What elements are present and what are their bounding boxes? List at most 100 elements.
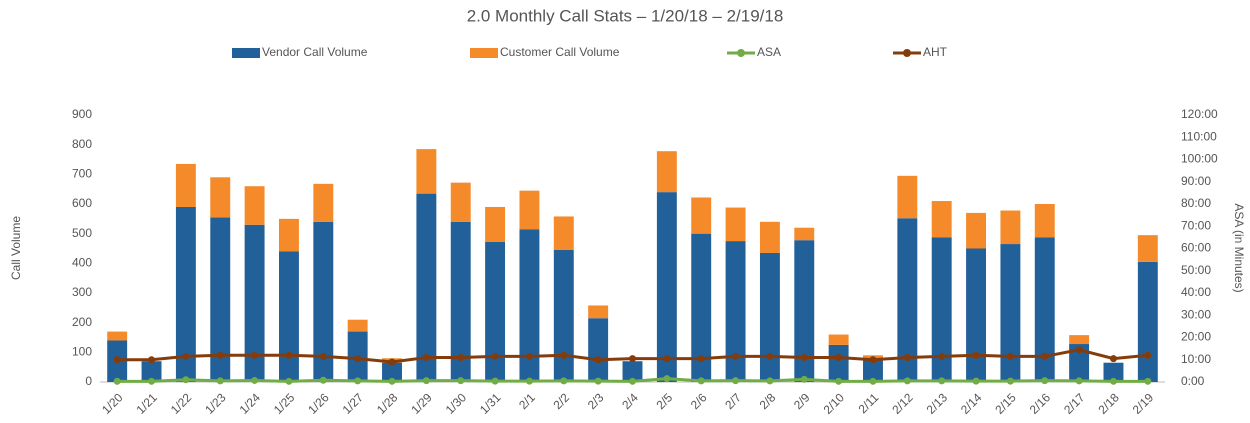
bar [553,249,574,382]
marker [319,352,327,360]
marker [594,356,602,364]
marker [732,352,740,360]
marker [903,377,911,385]
bar [588,318,609,382]
marker [491,352,499,360]
marker [216,351,224,359]
y-tick-label: 800 [72,137,92,151]
x-tick-label: 1/20 [99,390,126,417]
marker [388,358,396,366]
bar [759,252,780,382]
y2-tick-label: 40:00 [1181,285,1211,299]
x-tick-label: 2/4 [619,390,641,412]
x-tick-label: 2/5 [654,390,676,412]
bar [107,331,128,341]
bar [347,319,368,332]
bar [966,212,987,249]
bar [725,207,746,242]
x-tick-label: 2/18 [1095,390,1122,417]
marker [457,377,465,385]
bar [759,221,780,253]
y2-axis-label: ASA (in Minutes) [1232,203,1246,292]
legend-label: Vendor Call Volume [262,45,368,59]
marker [457,354,465,362]
x-tick-label: 2/16 [1027,390,1054,417]
bar [828,334,849,345]
bar [863,359,883,382]
bar [278,251,299,382]
y-tick-label: 200 [72,315,92,329]
marker [525,352,533,360]
marker [697,355,705,363]
marker [491,377,499,385]
bar [382,362,402,382]
x-tick-label: 2/19 [1130,390,1157,417]
x-tick-label: 1/21 [133,390,160,417]
bar [725,241,746,382]
y-tick-label: 300 [72,285,92,299]
bar [1069,335,1090,345]
bar [450,182,471,222]
legend-swatch [232,48,260,58]
bar [210,217,231,382]
marker [869,377,877,385]
marker [697,377,705,385]
x-tick-label: 1/23 [202,390,229,417]
y-tick-label: 600 [72,196,92,210]
x-tick-label: 1/27 [340,390,367,417]
bar [416,193,437,382]
marker [285,377,293,385]
legend-marker [903,49,911,57]
y-tick-label: 900 [72,107,92,121]
y2-tick-label: 20:00 [1181,330,1211,344]
marker [903,354,911,362]
x-tick-label: 2/7 [722,390,744,412]
marker [354,377,362,385]
marker [938,352,946,360]
y2-tick-label: 50:00 [1181,263,1211,277]
x-tick-label: 2/3 [585,390,607,412]
bar [897,218,918,382]
marker [422,354,430,362]
x-tick-label: 2/8 [757,390,779,412]
x-tick-label: 2/10 [821,390,848,417]
bar [244,186,265,225]
bar [485,241,506,382]
marker [766,352,774,360]
bar [175,163,196,207]
y-tick-label: 400 [72,256,92,270]
bar [278,218,299,252]
y-tick-label: 0 [85,374,92,388]
bar [313,183,334,222]
x-tick-label: 2/15 [992,390,1019,417]
marker [732,377,740,385]
bar [691,197,712,234]
marker [113,377,121,385]
marker [663,375,671,383]
marker [835,377,843,385]
marker [1109,355,1117,363]
chart-title: 2.0 Monthly Call Stats – 1/20/18 – 2/19/… [467,6,784,25]
marker [629,355,636,363]
bar [519,229,540,382]
marker [388,377,396,385]
x-tick-label: 1/30 [443,390,470,417]
bar [794,227,815,241]
marker [1075,377,1083,385]
bar [175,206,196,382]
bar [966,248,987,382]
bar [1137,235,1158,262]
bar [313,221,334,382]
marker [629,377,636,385]
marker [594,377,602,385]
x-tick-label: 2/12 [889,390,916,417]
marker [663,355,671,363]
bar [588,305,609,319]
marker [560,351,568,359]
marker [938,377,946,385]
marker [354,355,362,363]
y-tick-label: 500 [72,226,92,240]
bar [656,192,677,382]
bar [931,201,952,238]
marker [182,352,190,360]
